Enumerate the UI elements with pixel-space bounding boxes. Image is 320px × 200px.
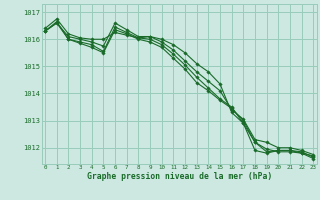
X-axis label: Graphe pression niveau de la mer (hPa): Graphe pression niveau de la mer (hPa) — [87, 172, 272, 181]
